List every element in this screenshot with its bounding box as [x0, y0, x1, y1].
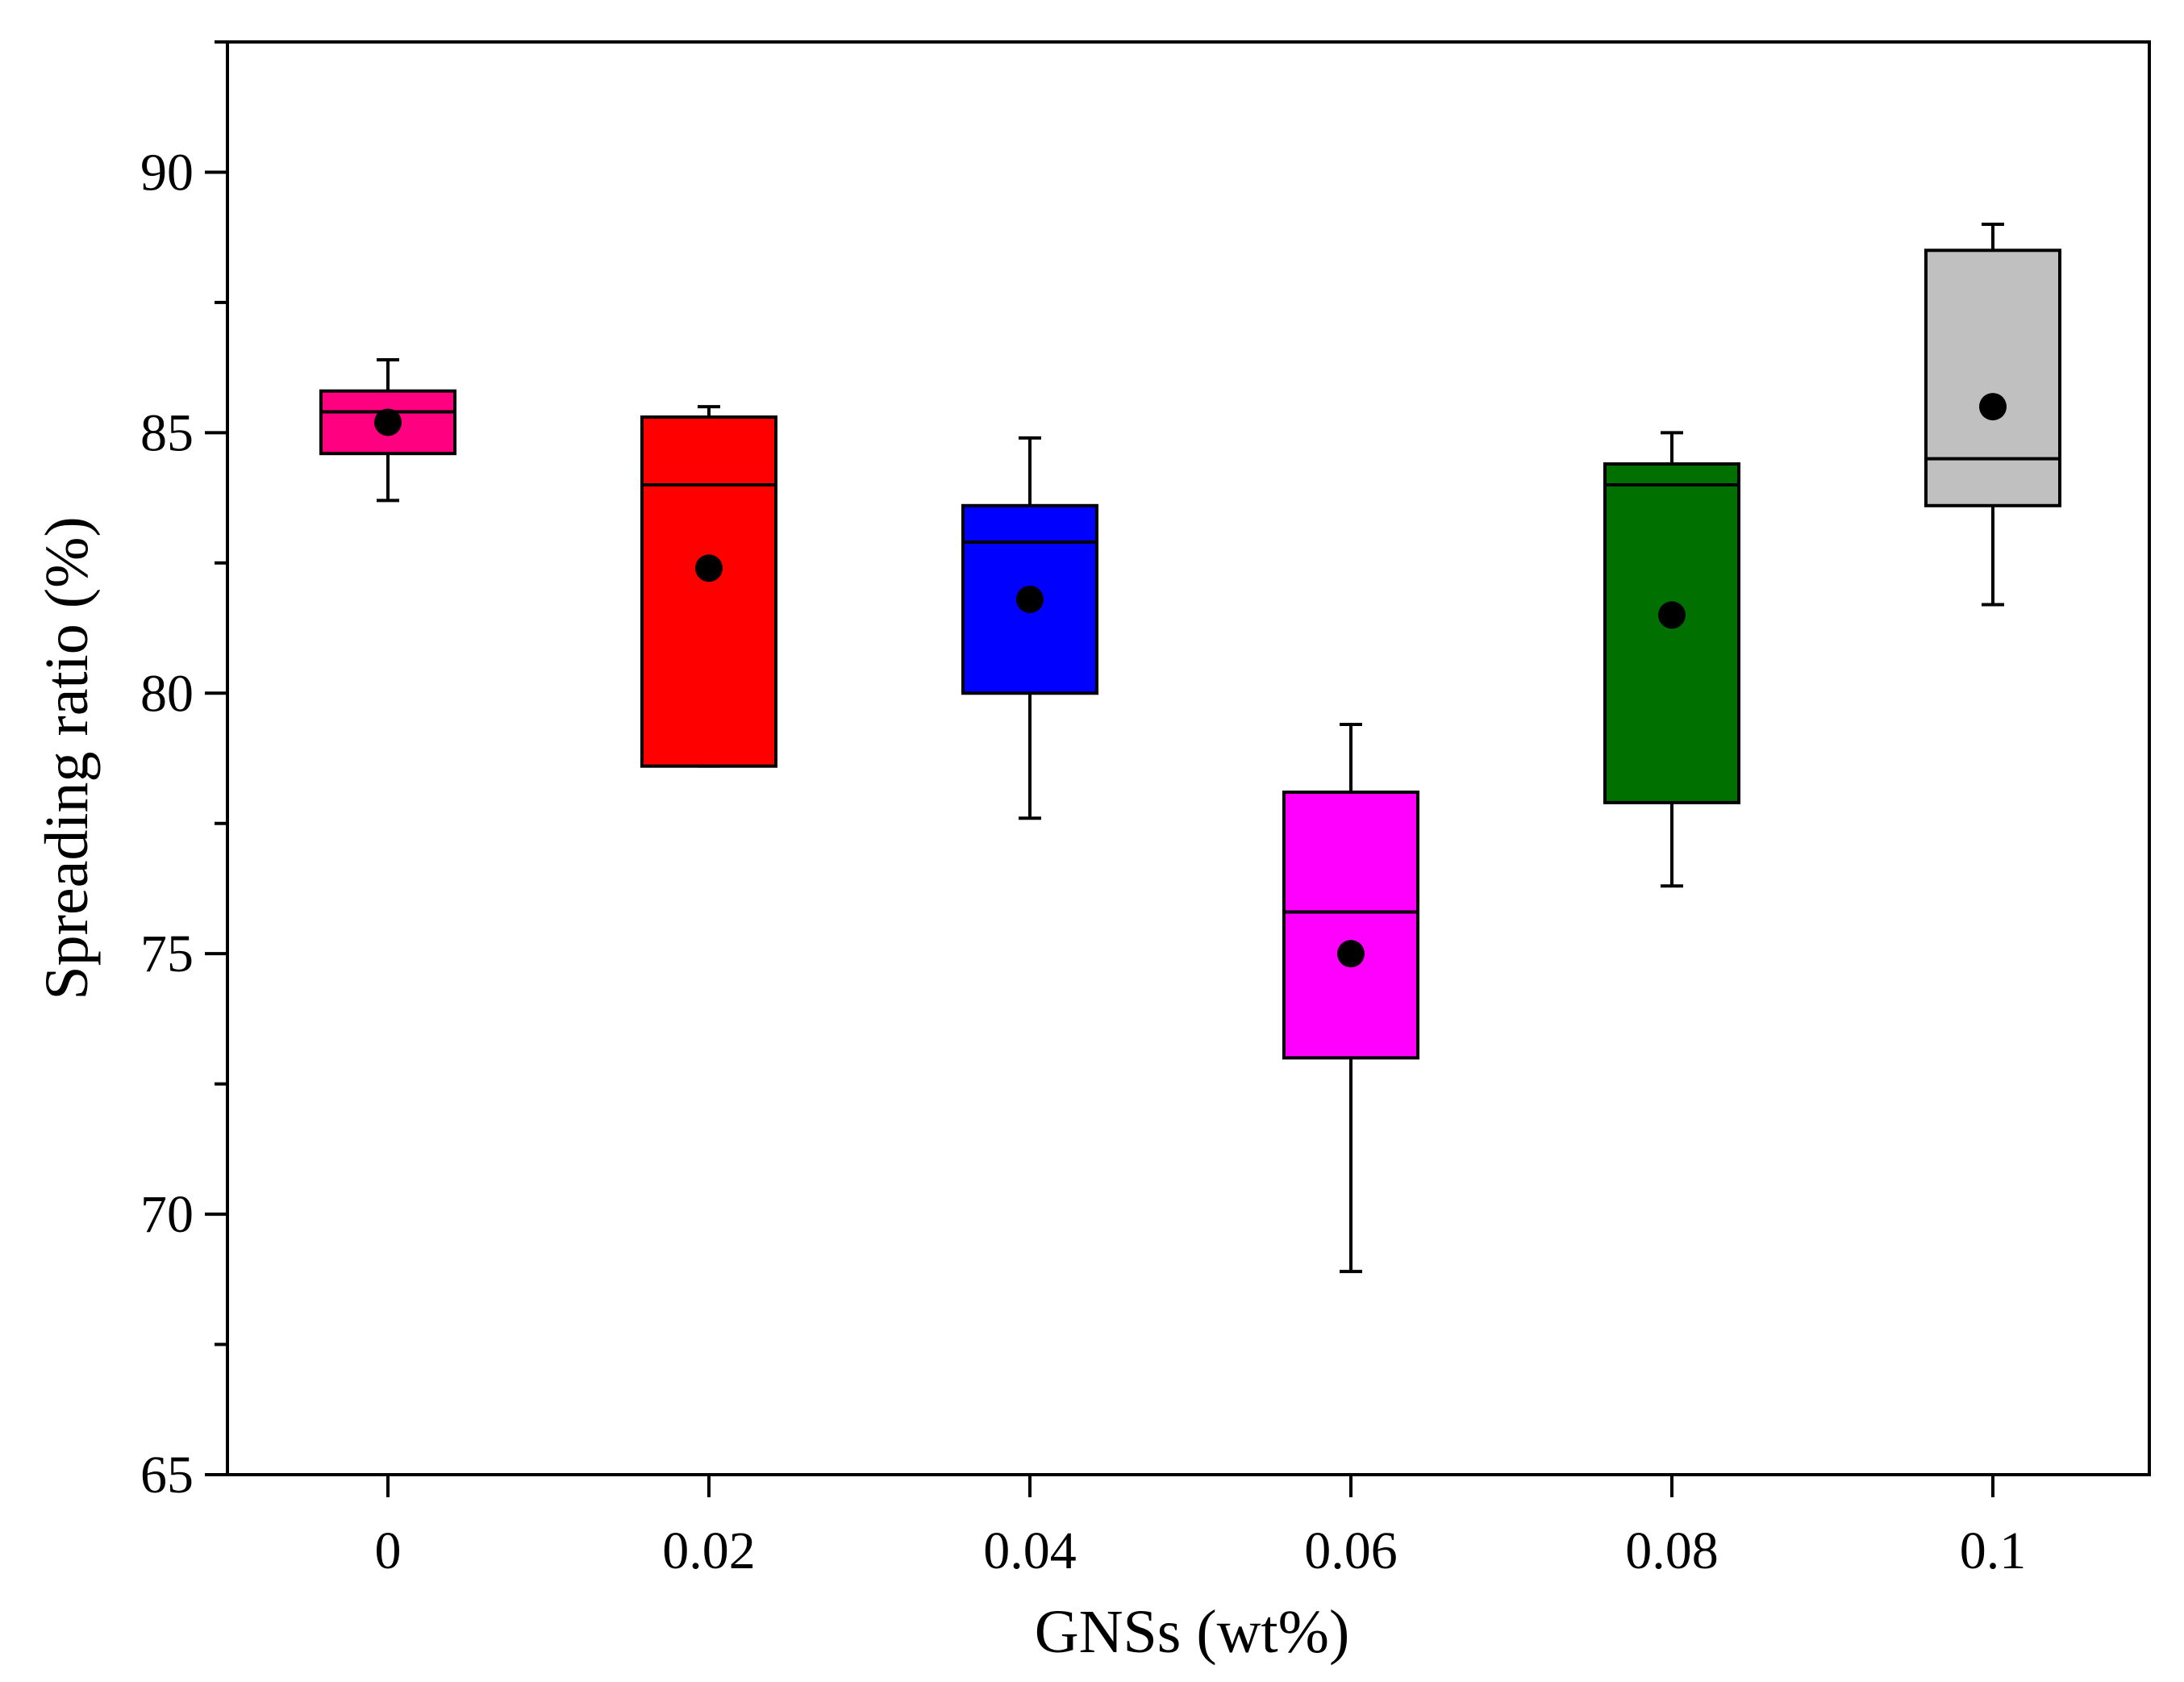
mean-marker	[1658, 601, 1686, 629]
box-iqr	[1282, 790, 1419, 1060]
mean-marker	[695, 554, 723, 582]
box-group-0.04	[961, 436, 1098, 820]
mean-marker	[1337, 940, 1365, 968]
plot-marks	[319, 223, 2061, 1274]
y-tick-label: 85	[140, 403, 194, 462]
box-iqr	[640, 415, 777, 768]
x-tick-label: 0	[375, 1521, 402, 1580]
mean-marker	[1016, 586, 1044, 614]
box-group-0	[319, 357, 456, 503]
x-tick-label: 0.04	[983, 1521, 1077, 1580]
y-tick-label: 75	[140, 924, 194, 983]
box-group-0.06	[1282, 723, 1419, 1274]
x-axis-title: GNSs (wt%)	[1035, 1598, 1350, 1666]
box-group-0.1	[1924, 223, 2061, 607]
y-axis-title: Spreading ratio (%)	[33, 516, 101, 1000]
box-iqr	[1603, 462, 1740, 804]
box-iqr	[1924, 248, 2061, 507]
box-group-0.02	[640, 405, 777, 768]
y-tick-label: 80	[140, 664, 194, 723]
mean-marker	[374, 408, 402, 436]
box-group-0.08	[1603, 431, 1740, 888]
mean-marker	[1979, 393, 2007, 421]
y-tick-label: 65	[140, 1446, 194, 1505]
x-tick-label: 0.02	[662, 1521, 756, 1580]
y-tick-label: 70	[140, 1185, 194, 1244]
x-tick-label: 0.08	[1625, 1521, 1719, 1580]
x-tick-label: 0.1	[1960, 1521, 2027, 1580]
axes: 65 70 75 80 85 90 0 0.02 0.04 0.06 0.08 0.1	[140, 40, 2027, 1580]
plot-frame	[226, 40, 2151, 1476]
x-tick-label: 0.06	[1304, 1521, 1398, 1580]
y-tick-label: 90	[140, 143, 194, 202]
